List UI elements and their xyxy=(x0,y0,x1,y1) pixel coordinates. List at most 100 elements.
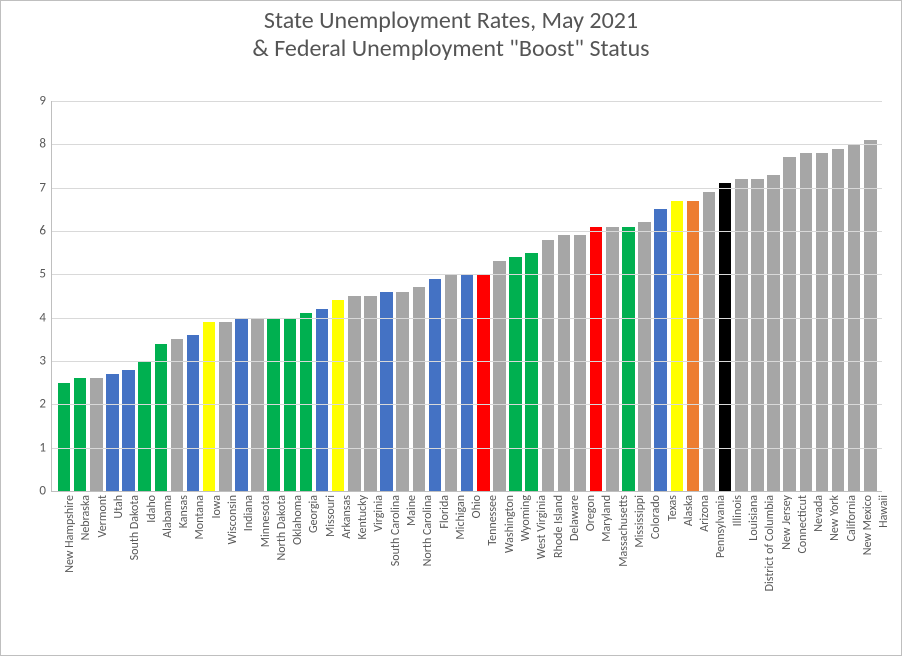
bar xyxy=(800,153,813,491)
bar-slot xyxy=(637,101,653,491)
x-axis-labels: New HampshireNebraskaVermontUtahSouth Da… xyxy=(51,493,889,643)
gridline xyxy=(52,318,882,319)
bar xyxy=(864,140,877,491)
y-tick-label: 1 xyxy=(39,440,46,455)
x-label-slot: Illinois xyxy=(723,493,739,643)
bar xyxy=(783,157,796,491)
bar xyxy=(332,300,345,491)
bar-slot xyxy=(72,101,88,491)
bar-slot xyxy=(104,101,120,491)
x-label-slot: Tennessee xyxy=(478,493,494,643)
x-tick-label: Hawaii xyxy=(877,495,891,528)
bar xyxy=(300,313,313,491)
title-line-1: State Unemployment Rates, May 2021 xyxy=(1,7,901,35)
bar-slot xyxy=(491,101,507,491)
bar xyxy=(735,179,748,491)
x-label-slot: Virginia xyxy=(364,493,380,643)
bar-slot xyxy=(830,101,846,491)
bar xyxy=(719,183,732,491)
bar-slot xyxy=(588,101,604,491)
x-label-slot: Maryland xyxy=(592,493,608,643)
bar xyxy=(767,175,780,491)
bar-slot xyxy=(604,101,620,491)
bar-slot xyxy=(653,101,669,491)
bar-slot xyxy=(717,101,733,491)
gridline xyxy=(52,361,882,362)
bar xyxy=(542,240,555,491)
bar-slot xyxy=(137,101,153,491)
x-label-slot: New Hampshire xyxy=(55,493,71,643)
bar xyxy=(493,261,506,491)
y-tick-label: 3 xyxy=(39,354,46,369)
x-label-slot: North Carolina xyxy=(413,493,429,643)
x-label-slot: Colorado xyxy=(641,493,657,643)
bar xyxy=(622,227,635,491)
bar-slot xyxy=(362,101,378,491)
x-label-slot: Massachusetts xyxy=(609,493,625,643)
bar xyxy=(525,253,538,491)
bar-slot xyxy=(846,101,862,491)
bar-slot xyxy=(379,101,395,491)
x-label-slot: Iowa xyxy=(202,493,218,643)
bar-slot xyxy=(620,101,636,491)
y-tick-label: 0 xyxy=(39,484,46,499)
bar xyxy=(396,292,409,491)
x-label-slot: Utah xyxy=(104,493,120,643)
y-tick-label: 4 xyxy=(39,310,46,325)
bar-slot xyxy=(88,101,104,491)
bar-slot xyxy=(56,101,72,491)
bar-slot xyxy=(395,101,411,491)
bar xyxy=(90,378,103,491)
x-label-slot: Louisiana xyxy=(739,493,755,643)
bar-slot xyxy=(733,101,749,491)
x-label-slot: Wyoming xyxy=(511,493,527,643)
x-label-slot: North Dakota xyxy=(267,493,283,643)
bar xyxy=(654,209,667,491)
x-label-slot: Nebraska xyxy=(71,493,87,643)
bar-slot xyxy=(556,101,572,491)
bar xyxy=(751,179,764,491)
x-label-slot: Idaho xyxy=(136,493,152,643)
bar-slot xyxy=(685,101,701,491)
bar xyxy=(606,227,619,491)
bar-slot xyxy=(540,101,556,491)
y-tick-label: 2 xyxy=(39,397,46,412)
y-tick-label: 9 xyxy=(39,94,46,109)
bar-slot xyxy=(766,101,782,491)
bar xyxy=(219,322,232,491)
bar-slot xyxy=(346,101,362,491)
x-label-slot: California xyxy=(837,493,853,643)
x-label-slot: Missouri xyxy=(316,493,332,643)
x-label-slot: District of Columbia xyxy=(755,493,771,643)
bar-slot xyxy=(217,101,233,491)
x-label-slot: Arizona xyxy=(690,493,706,643)
x-label-slot: Texas xyxy=(657,493,673,643)
bar-slot xyxy=(443,101,459,491)
x-label-slot: Minnesota xyxy=(250,493,266,643)
bar xyxy=(461,274,474,491)
bar xyxy=(138,361,151,491)
gridline xyxy=(52,404,882,405)
x-label-slot: Washington xyxy=(495,493,511,643)
x-label-slot: Kentucky xyxy=(348,493,364,643)
y-tick-label: 7 xyxy=(39,180,46,195)
bar xyxy=(477,274,490,491)
bar-slot xyxy=(508,101,524,491)
y-tick-label: 6 xyxy=(39,224,46,239)
bar-slot xyxy=(298,101,314,491)
bar xyxy=(58,383,71,491)
bar xyxy=(155,344,168,491)
bar-slot xyxy=(282,101,298,491)
x-label-slot: Indiana xyxy=(234,493,250,643)
bar-slot xyxy=(572,101,588,491)
x-label-slot: Maine xyxy=(397,493,413,643)
gridline xyxy=(52,448,882,449)
bar-slot xyxy=(749,101,765,491)
bar xyxy=(509,257,522,491)
x-label-slot: Connecticut xyxy=(788,493,804,643)
bar xyxy=(122,370,135,491)
x-label-slot: Hawaii xyxy=(869,493,885,643)
x-label-slot: Wisconsin xyxy=(218,493,234,643)
bar xyxy=(171,339,184,491)
x-label-slot: New Mexico xyxy=(853,493,869,643)
